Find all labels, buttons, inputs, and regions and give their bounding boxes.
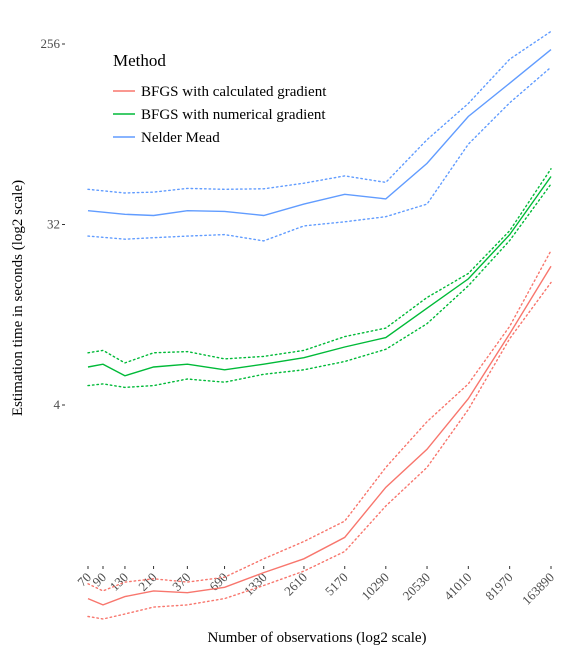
y-tick-label: 4 — [54, 397, 61, 412]
legend: Method BFGS with calculated gradient BFGS… — [113, 51, 327, 146]
y-tick-label: 256 — [41, 36, 61, 51]
series-line-bfgs-with-numerical-gradient — [87, 176, 552, 377]
y-axis-title: Estimation time in seconds (log2 scale) — [10, 180, 26, 416]
series-line-nelder-mead — [87, 49, 552, 217]
series-upper-nelder-mead — [87, 30, 552, 194]
plot-area — [87, 30, 552, 620]
series-lower-bfgs-with-calculated-gradient — [87, 281, 552, 620]
legend-label: BFGS with calculated gradient — [141, 84, 327, 100]
y-axis: 4 32 256 — [41, 36, 65, 412]
series-upper-bfgs-with-numerical-gradient — [87, 168, 552, 364]
legend-label: BFGS with numerical gradient — [141, 107, 326, 123]
legend-title: Method — [113, 51, 166, 70]
legend-label: Nelder Mead — [141, 130, 220, 146]
x-axis-title: Number of observations (log2 scale) — [207, 630, 426, 646]
series-upper-bfgs-with-calculated-gradient — [87, 249, 552, 592]
series-lower-bfgs-with-numerical-gradient — [87, 183, 552, 389]
y-tick-label: 32 — [47, 217, 60, 232]
series-line-bfgs-with-calculated-gradient — [87, 265, 552, 606]
